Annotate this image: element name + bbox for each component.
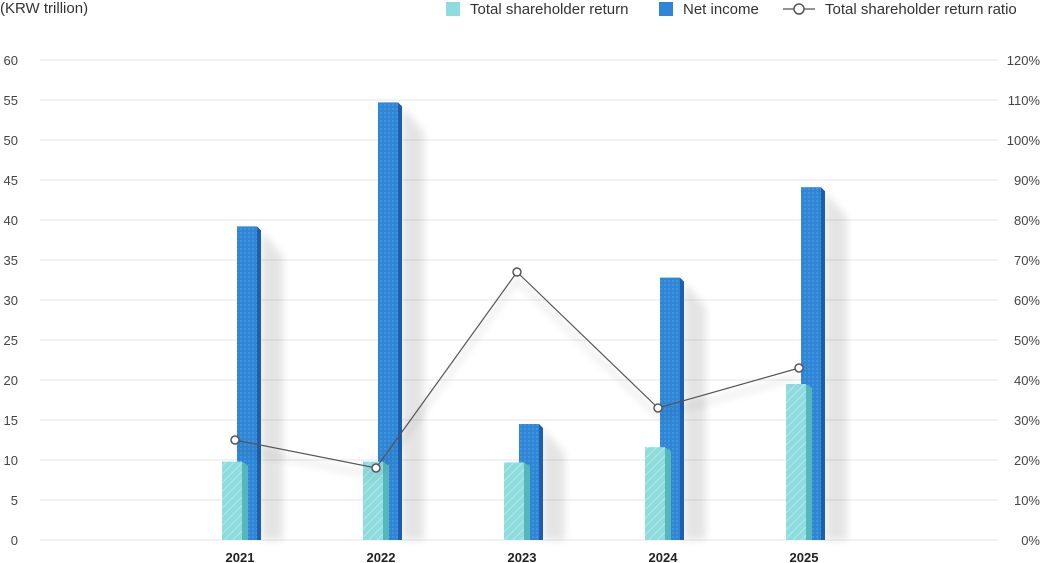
legend-ni-label: Net income bbox=[683, 0, 759, 18]
y2-tick-label: 60% bbox=[1014, 293, 1040, 308]
ratio-point bbox=[653, 403, 663, 413]
x-tick-label: 2023 bbox=[508, 550, 537, 563]
net-income-bar-shadow bbox=[402, 106, 424, 541]
net-income-bar bbox=[378, 102, 398, 541]
y2-tick-label: 70% bbox=[1014, 253, 1040, 268]
net-income-bar-side bbox=[821, 187, 825, 540]
ratio-point bbox=[512, 267, 522, 277]
y-tick-label: 25 bbox=[4, 333, 18, 348]
legend-ni-swatch bbox=[659, 2, 673, 16]
y-tick-label: 15 bbox=[4, 413, 18, 428]
y2-tick-label: 30% bbox=[1014, 413, 1040, 428]
net-income-bar-shadow bbox=[684, 281, 706, 540]
y2-tick-label: 40% bbox=[1014, 373, 1040, 388]
y2-tick-label: 110% bbox=[1008, 93, 1041, 108]
tsr-bar bbox=[645, 447, 665, 540]
y2-tick-label: 50% bbox=[1014, 333, 1040, 348]
ratio-line-shadow bbox=[234, 276, 800, 479]
legend-ratio-label: Total shareholder return ratio bbox=[825, 0, 1017, 18]
net-income-bar-side bbox=[539, 424, 543, 540]
y-tick-label: 35 bbox=[4, 253, 18, 268]
net-income-bar-shadow bbox=[261, 230, 283, 540]
tsr-bar-side bbox=[665, 447, 671, 540]
x-tick-label: 2024 bbox=[649, 550, 679, 563]
legend-ratio: Total shareholder return ratio bbox=[783, 0, 1017, 18]
ratio-point bbox=[230, 435, 240, 445]
y2-tick-label: 120% bbox=[1007, 53, 1041, 68]
y-axis-unit-label: (KRW trillion) bbox=[0, 0, 89, 17]
net-income-bar-side bbox=[257, 226, 261, 540]
y-tick-label: 5 bbox=[11, 493, 18, 508]
ratio-point bbox=[794, 363, 804, 373]
y2-tick-label: 80% bbox=[1014, 213, 1040, 228]
tsr-bar bbox=[222, 461, 242, 540]
tsr-bar-side bbox=[806, 384, 812, 540]
legend-net-income: Net income bbox=[659, 0, 759, 18]
y-tick-label: 30 bbox=[4, 293, 18, 308]
y-tick-label: 55 bbox=[4, 93, 18, 108]
y-tick-label: 45 bbox=[4, 173, 18, 188]
y-tick-label: 20 bbox=[4, 373, 18, 388]
net-income-bar-side bbox=[398, 102, 402, 541]
x-tick-label: 2021 bbox=[226, 550, 255, 563]
y2-tick-label: 20% bbox=[1014, 453, 1040, 468]
legend-tsr-label: Total shareholder return bbox=[470, 0, 629, 18]
tsr-bar-side bbox=[242, 461, 248, 540]
x-tick-label: 2025 bbox=[790, 550, 819, 563]
y-tick-label: 50 bbox=[4, 133, 18, 148]
y-tick-label: 10 bbox=[4, 453, 18, 468]
net-income-bar-shadow bbox=[825, 191, 847, 540]
y2-tick-label: 90% bbox=[1014, 173, 1040, 188]
legend-tsr-swatch bbox=[446, 2, 460, 16]
y2-tick-label: 10% bbox=[1014, 493, 1040, 508]
tsr-bar-side bbox=[524, 462, 530, 540]
tsr-bar-side bbox=[383, 461, 389, 540]
y-tick-label: 60 bbox=[4, 53, 18, 68]
y-tick-label: 0 bbox=[11, 533, 18, 548]
net-income-bar-shadow bbox=[543, 428, 565, 540]
legend-ratio-marker-icon bbox=[783, 3, 815, 15]
legend-tsr: Total shareholder return bbox=[446, 0, 628, 18]
tsr-bar bbox=[504, 462, 524, 540]
y2-tick-label: 0% bbox=[1021, 533, 1040, 548]
y-tick-label: 40 bbox=[4, 213, 18, 228]
x-tick-label: 2022 bbox=[367, 550, 396, 563]
tsr-bar bbox=[363, 461, 383, 540]
y2-tick-label: 100% bbox=[1007, 133, 1041, 148]
tsr-bar bbox=[786, 384, 806, 540]
ratio-point bbox=[371, 463, 381, 473]
ratio-line bbox=[234, 271, 800, 469]
